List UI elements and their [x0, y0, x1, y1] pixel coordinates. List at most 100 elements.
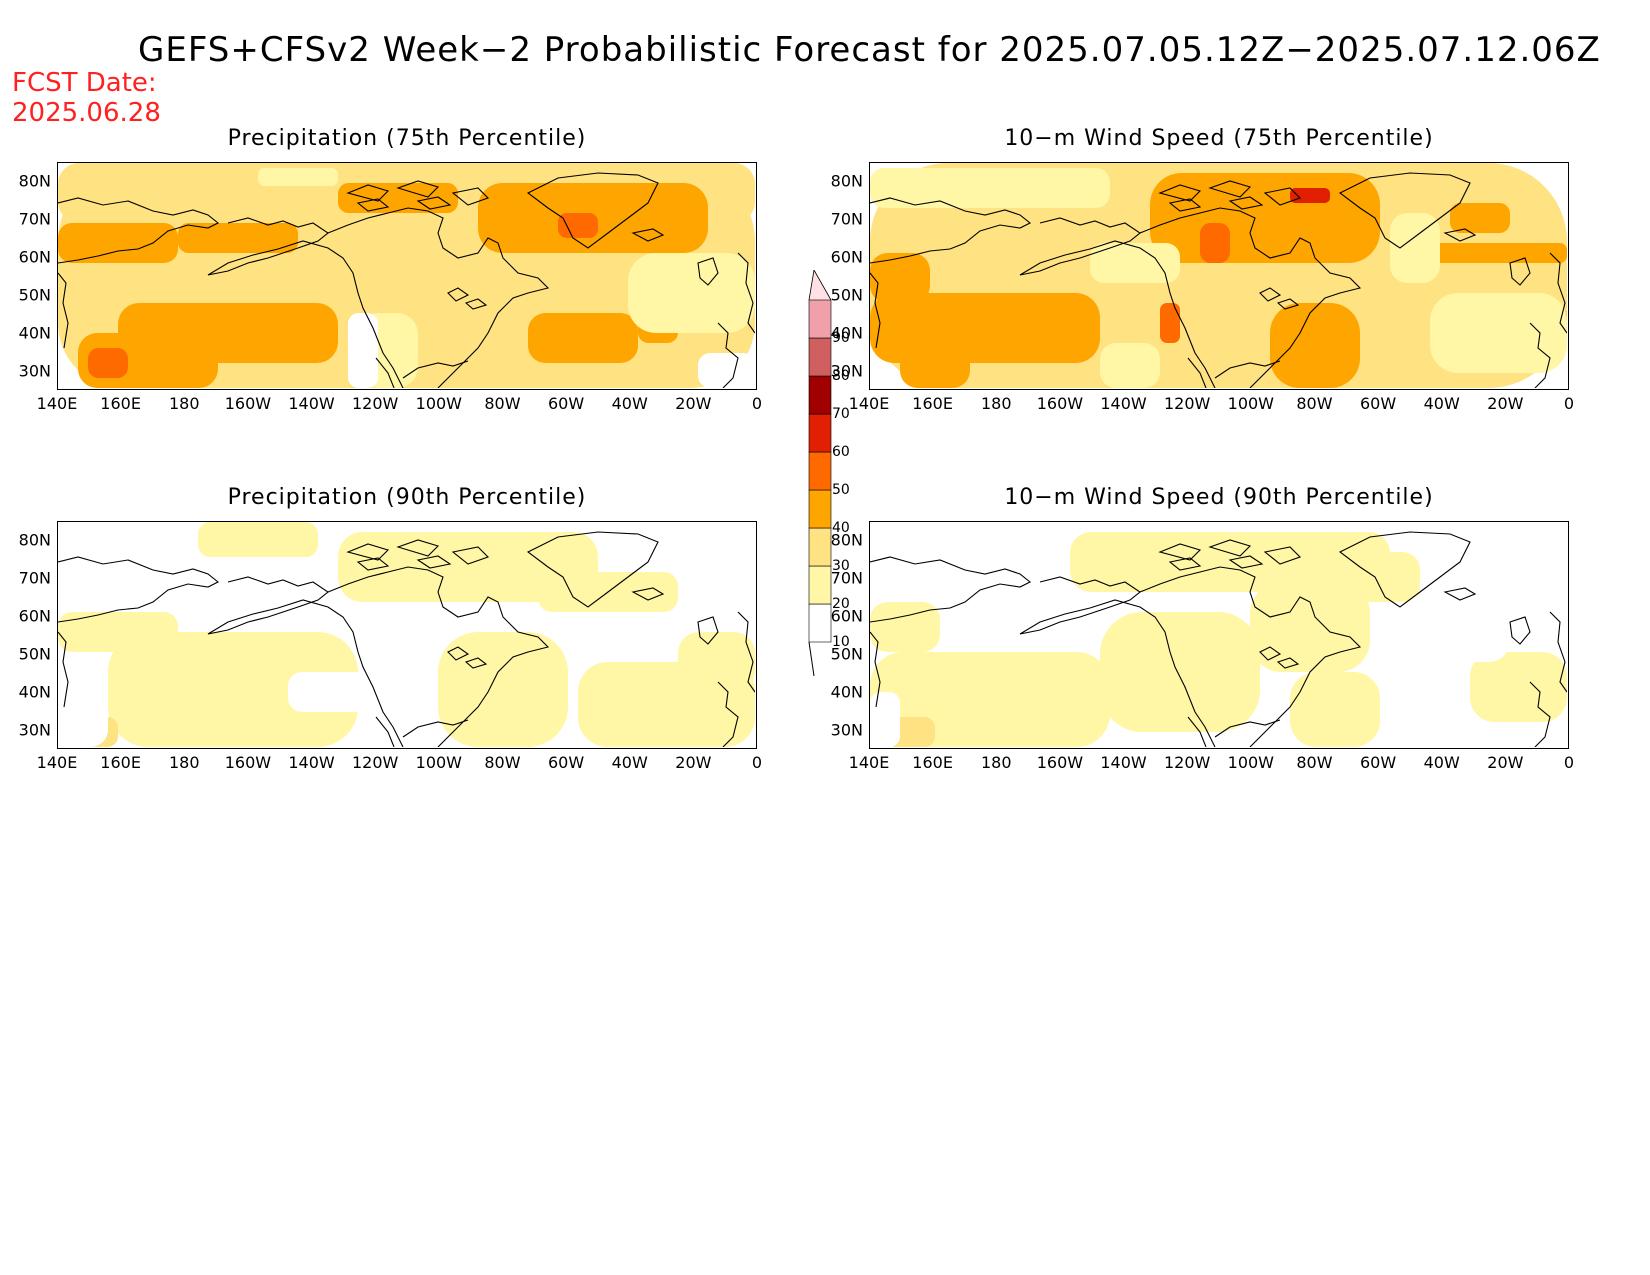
colorbar-swatch [808, 337, 832, 377]
lat-label: 70N [830, 568, 863, 588]
coastline [1529, 322, 1551, 388]
coastline [1338, 172, 1471, 249]
forecast-date: FCST Date: 2025.06.28 [12, 68, 161, 128]
coastline [1214, 360, 1281, 379]
lon-label: 180 [980, 753, 1012, 772]
coastline [375, 716, 395, 747]
page-title: GEFS+CFSv2 Week−2 Probabilistic Forecast… [138, 30, 1601, 70]
map-area [57, 162, 757, 390]
shading-patch [1390, 213, 1440, 283]
shading-patch [1430, 293, 1567, 373]
coastline [346, 180, 490, 212]
shading-patch [288, 672, 368, 712]
colorbar: 10 20 30 40 50 60 70 80 90 [808, 268, 868, 680]
coastline [1259, 287, 1300, 310]
lat-label: 80N [830, 530, 863, 550]
lat-label: 50N [18, 644, 51, 664]
coastlines [870, 531, 1567, 747]
lon-label: 180 [168, 753, 200, 772]
coastline [870, 631, 881, 708]
coastline [526, 172, 659, 249]
shading-patch [1270, 303, 1360, 388]
coastline [402, 360, 469, 379]
coastline [447, 287, 488, 310]
shading-patch [438, 632, 568, 747]
colorbar-swatch [808, 527, 832, 567]
coastline [327, 207, 550, 388]
lat-label: 30N [18, 361, 51, 381]
shading-patch [1450, 203, 1510, 233]
lon-label: 180 [168, 394, 200, 413]
lat-label: 80N [18, 171, 51, 191]
lat-label: 30N [18, 720, 51, 740]
panel-title: 10−m Wind Speed (75th Percentile) [1004, 126, 1434, 151]
lon-label: 140E [848, 753, 890, 772]
shading-patch [1250, 582, 1370, 672]
shading-patch [338, 183, 458, 213]
shading-patch [1410, 243, 1567, 263]
lon-label: 60W [1359, 394, 1397, 413]
lat-label: 60N [830, 606, 863, 626]
shading-patch [1290, 672, 1380, 747]
lat-label: 40N [18, 323, 51, 343]
coastline [1214, 719, 1281, 738]
lon-label: 160W [1036, 753, 1084, 772]
lon-label: 180 [980, 394, 1012, 413]
panel-title: Precipitation (75th Percentile) [227, 126, 587, 151]
map-shading [870, 163, 1567, 388]
panel-precip-75: Precipitation (75th Percentile) 80N 70N 60… [19, 126, 762, 416]
lon-label: 100W [415, 753, 462, 772]
colorbar-label: 40 [832, 520, 850, 536]
lat-label: 30N [830, 720, 863, 740]
coastline [375, 357, 395, 388]
coastline [1509, 252, 1567, 334]
coastline [1019, 576, 1216, 747]
lon-label: 140W [1100, 753, 1147, 772]
forecast-date-label: FCST Date: [12, 68, 157, 98]
lon-label: 160W [224, 394, 272, 413]
coastline [207, 217, 404, 388]
coastline [1259, 646, 1300, 669]
shading-patch [870, 168, 1110, 208]
shading-patch [1370, 602, 1510, 662]
lon-label: 40W [1423, 394, 1460, 413]
lon-label: 60W [1359, 753, 1397, 772]
colorbar-label: 70 [832, 406, 850, 422]
coastline [447, 646, 488, 669]
map-area [57, 521, 757, 749]
shading-patch [1070, 532, 1390, 592]
lon-label: 20W [675, 753, 712, 772]
lon-label: 100W [1227, 753, 1274, 772]
map-shading [870, 522, 1567, 747]
lon-label: 100W [1227, 394, 1274, 413]
coastline [58, 631, 69, 708]
coastline [1443, 228, 1477, 242]
shading-patch [1340, 552, 1420, 602]
lon-label: 160W [224, 753, 272, 772]
coastline [697, 252, 755, 334]
lon-label: 20W [1487, 753, 1524, 772]
lon-label: 140W [288, 753, 335, 772]
lat-label: 80N [18, 530, 51, 550]
coastline [717, 322, 739, 388]
map-area [869, 521, 1569, 749]
lat-label: 70N [830, 209, 863, 229]
lon-label: 160W [1036, 394, 1084, 413]
colorbar-label: 20 [832, 596, 850, 612]
shading-patch [58, 223, 178, 263]
shading-patch [1100, 343, 1160, 388]
lon-label: 40W [611, 753, 648, 772]
lat-label: 30N [830, 361, 863, 381]
coastline [327, 566, 550, 747]
coastlines [58, 172, 755, 388]
lon-label: 140E [36, 394, 78, 413]
shading-patch [1200, 223, 1230, 263]
lon-label: 140W [1100, 394, 1147, 413]
shading-patch [58, 672, 108, 747]
shading-patch [1160, 303, 1180, 343]
coastline [1139, 207, 1362, 388]
shading-patch [258, 168, 338, 186]
lon-label: 20W [675, 394, 712, 413]
shading-patch [870, 692, 900, 747]
colorbar-label: 80 [832, 368, 850, 384]
